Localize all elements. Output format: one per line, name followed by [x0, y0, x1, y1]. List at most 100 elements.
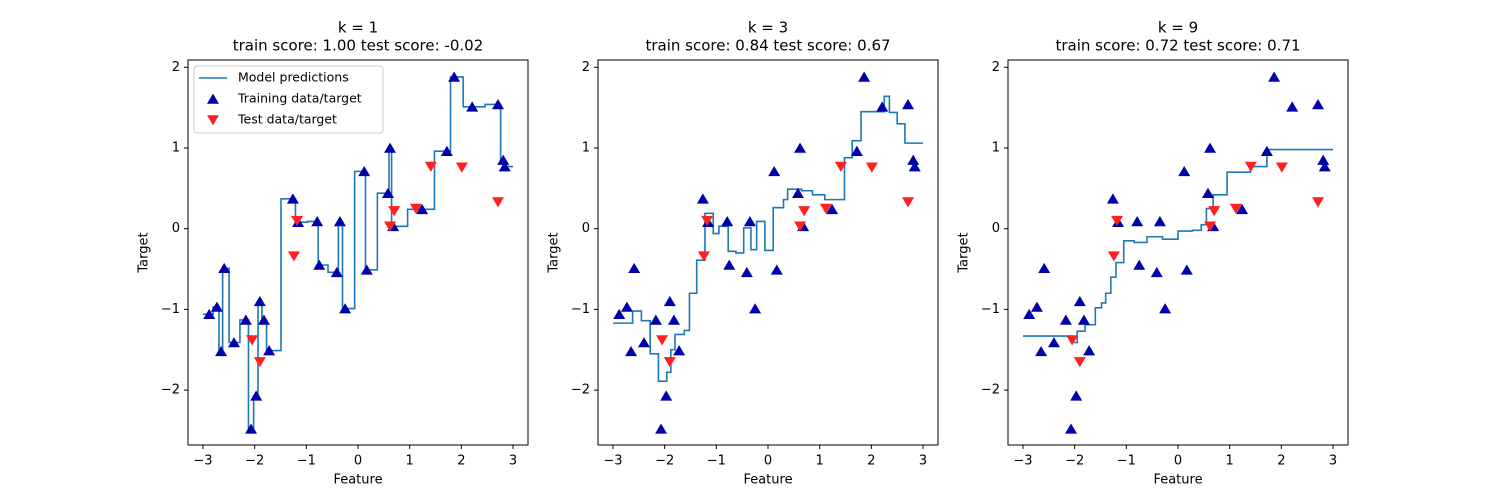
- data-point: [257, 314, 270, 325]
- data-point: [1030, 301, 1043, 312]
- data-point: [1268, 71, 1281, 82]
- data-point: [743, 216, 756, 227]
- data-point: [1204, 221, 1217, 232]
- y-tick-label: 1: [172, 140, 180, 155]
- data-point: [696, 193, 709, 204]
- data-point: [287, 251, 300, 262]
- data-point: [218, 262, 231, 274]
- legend-box: [193, 65, 384, 134]
- data-point: [798, 206, 811, 217]
- data-point: [263, 345, 276, 356]
- chart-title: k = 3: [748, 19, 788, 37]
- y-tick-label: −2: [981, 383, 1000, 398]
- y-tick-label: 2: [992, 60, 1000, 75]
- data-point: [819, 203, 832, 214]
- data-point: [1244, 161, 1257, 172]
- data-point: [424, 161, 437, 172]
- y-tick-label: 0: [582, 221, 590, 236]
- y-tick-label: 0: [992, 221, 1000, 236]
- data-point: [388, 206, 401, 217]
- data-point: [865, 162, 878, 173]
- data-point: [1107, 251, 1120, 262]
- x-tick-label: 1: [406, 454, 414, 469]
- data-point: [358, 165, 371, 177]
- y-axis-label: Target: [957, 232, 972, 273]
- data-point: [1275, 162, 1288, 173]
- chart-title: k = 1: [338, 19, 378, 37]
- data-point: [1204, 142, 1217, 153]
- data-point: [1201, 187, 1214, 198]
- y-tick-label: −2: [571, 383, 590, 398]
- data-point: [455, 162, 468, 173]
- data-point: [655, 423, 668, 434]
- data-point: [1153, 216, 1166, 227]
- legend-label: Model predictions: [238, 70, 349, 85]
- data-point: [339, 303, 352, 314]
- data-point: [850, 145, 863, 157]
- data-point: [203, 308, 216, 320]
- y-tick-label: −1: [981, 302, 1000, 317]
- data-point: [1286, 101, 1299, 112]
- y-axis-label: Target: [547, 232, 562, 273]
- data-point: [1208, 206, 1221, 217]
- data-point: [215, 345, 228, 357]
- legend-label: Test data/target: [237, 112, 337, 127]
- data-point: [384, 142, 397, 153]
- data-point: [1070, 390, 1083, 401]
- data-point: [667, 314, 680, 325]
- data-point: [1066, 335, 1079, 346]
- x-tick-label: −1: [1117, 454, 1136, 469]
- y-axis-label: Target: [137, 232, 152, 273]
- data-point: [1077, 314, 1090, 325]
- axes-frame: [187, 59, 529, 446]
- data-point: [253, 295, 266, 307]
- chart-title: k = 9: [1158, 19, 1198, 37]
- y-tick-label: 2: [172, 60, 180, 75]
- x-tick-label: 2: [1277, 454, 1285, 469]
- data-point: [384, 221, 397, 232]
- y-tick-label: 2: [582, 60, 590, 75]
- chart-subtitle: train score: 1.00 test score: -0.02: [233, 37, 484, 55]
- data-point: [1073, 357, 1086, 368]
- data-point: [1035, 345, 1048, 357]
- data-point: [1047, 337, 1060, 348]
- chart-subtitle: train score: 0.72 test score: 0.71: [1055, 37, 1300, 55]
- data-point: [673, 345, 686, 356]
- data-point: [791, 187, 804, 198]
- data-point: [253, 357, 266, 368]
- data-point: [210, 301, 223, 312]
- y-tick-label: 1: [582, 140, 590, 155]
- data-point: [466, 101, 479, 112]
- x-tick-label: −3: [193, 454, 212, 469]
- data-point: [721, 216, 734, 227]
- data-point: [902, 98, 915, 110]
- data-point: [1318, 161, 1331, 172]
- axes-frame: [597, 59, 939, 446]
- x-tick-label: −3: [603, 454, 622, 469]
- data-point: [637, 337, 650, 348]
- x-tick-label: 3: [1329, 454, 1337, 469]
- data-point: [1159, 303, 1172, 314]
- prediction-line: [612, 95, 924, 383]
- data-point: [834, 161, 847, 172]
- y-tick-label: −1: [161, 302, 180, 317]
- data-point: [1106, 193, 1119, 204]
- y-tick-label: −1: [571, 302, 590, 317]
- data-point: [826, 203, 839, 215]
- y-tick-label: 0: [172, 221, 180, 236]
- data-point: [1059, 314, 1072, 325]
- data-point: [908, 161, 921, 172]
- data-point: [625, 345, 638, 357]
- data-point: [492, 98, 505, 110]
- prediction-line: [202, 76, 514, 430]
- data-point: [1178, 165, 1191, 177]
- data-point: [330, 266, 343, 278]
- data-point: [409, 203, 422, 214]
- x-tick-label: 2: [457, 454, 465, 469]
- data-point: [876, 101, 889, 112]
- data-point: [498, 161, 511, 172]
- data-point: [794, 142, 807, 153]
- data-point: [663, 295, 676, 307]
- x-tick-label: 1: [816, 454, 824, 469]
